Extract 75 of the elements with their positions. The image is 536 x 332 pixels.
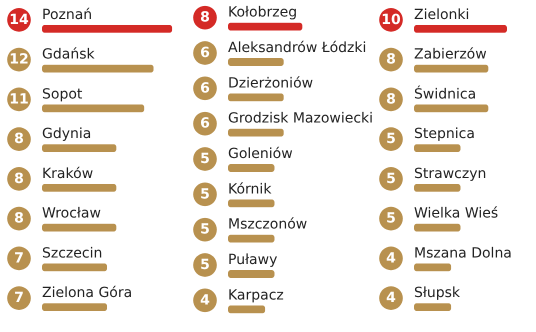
bar (42, 224, 116, 232)
bar (228, 58, 284, 66)
data-label: 8 (14, 170, 24, 187)
data-label: 7 (14, 250, 24, 266)
data-label: 6 (200, 116, 210, 132)
y-tick-label: Goleniów (228, 146, 293, 162)
y-tick-label: Grodzisk Mazowiecki (228, 110, 374, 127)
data-label: 6 (200, 80, 210, 96)
y-tick-label: Poznań (42, 6, 92, 23)
bar (414, 64, 488, 73)
data-label: 4 (200, 292, 210, 308)
y-tick-label: Szczecin (42, 245, 102, 262)
y-tick-label: Mszczonów (228, 216, 308, 233)
bar (414, 303, 452, 312)
bar (42, 64, 154, 73)
y-tick-label: Słupsk (414, 285, 461, 302)
data-label: 11 (9, 91, 29, 108)
data-label: 5 (200, 257, 210, 273)
data-label: 8 (200, 10, 210, 26)
bar (228, 305, 266, 314)
data-label: 12 (9, 52, 29, 68)
data-label: 5 (386, 131, 396, 148)
y-tick-label: Strawczyn (414, 166, 486, 182)
bar (42, 303, 108, 312)
data-label: 8 (386, 52, 396, 68)
y-tick-label: Wrocław (42, 206, 101, 222)
data-label: 5 (200, 151, 210, 167)
bar (42, 144, 116, 152)
bar (228, 199, 274, 208)
y-tick-label: Zielona Góra (42, 285, 132, 302)
data-label: 4 (386, 290, 396, 306)
data-label: 7 (14, 290, 24, 306)
bar (42, 263, 108, 272)
y-tick-label: Sopot (42, 86, 83, 102)
bar (228, 164, 274, 172)
y-tick-label: Wielka Wieś (414, 206, 498, 222)
data-label: 5 (386, 210, 396, 227)
data-label: 8 (386, 91, 396, 108)
y-tick-label: Gdynia (42, 126, 92, 142)
bar (228, 234, 274, 243)
data-label: 5 (200, 222, 210, 238)
bar (42, 104, 144, 112)
y-tick-label: Dzierżoniów (228, 75, 314, 92)
data-label: 5 (386, 170, 396, 187)
bar (414, 184, 460, 192)
data-label: 8 (14, 210, 24, 227)
y-tick-label: Kołobrzeg (228, 4, 298, 21)
y-tick-label: Stepnica (414, 126, 475, 142)
bar (228, 93, 284, 102)
y-tick-label: Aleksandrów Łódzki (228, 40, 366, 56)
bar (414, 24, 507, 33)
y-tick-label: Zabierzów (414, 46, 487, 63)
y-tick-label: Kórnik (228, 181, 272, 198)
bar (414, 224, 460, 232)
bar (414, 144, 460, 152)
y-tick-label: Mszana Dolna (414, 245, 512, 262)
bar (414, 263, 452, 272)
bar (42, 24, 172, 33)
data-label: 4 (386, 250, 396, 266)
y-tick-label: Świdnica (414, 85, 476, 102)
bar (228, 128, 284, 137)
y-tick-label: Puławy (228, 252, 278, 268)
data-label: 8 (14, 131, 24, 148)
data-label: 5 (200, 186, 210, 202)
bar (414, 104, 488, 112)
bar (42, 184, 116, 192)
bar (228, 270, 274, 278)
data-label: 14 (9, 12, 29, 28)
y-tick-label: Zielonki (414, 6, 470, 23)
data-label: 10 (381, 12, 401, 28)
y-tick-label: Kraków (42, 166, 94, 182)
y-tick-label: Karpacz (228, 287, 284, 304)
data-label: 6 (200, 45, 210, 61)
y-tick-label: Gdańsk (42, 46, 96, 63)
bar (228, 22, 302, 31)
